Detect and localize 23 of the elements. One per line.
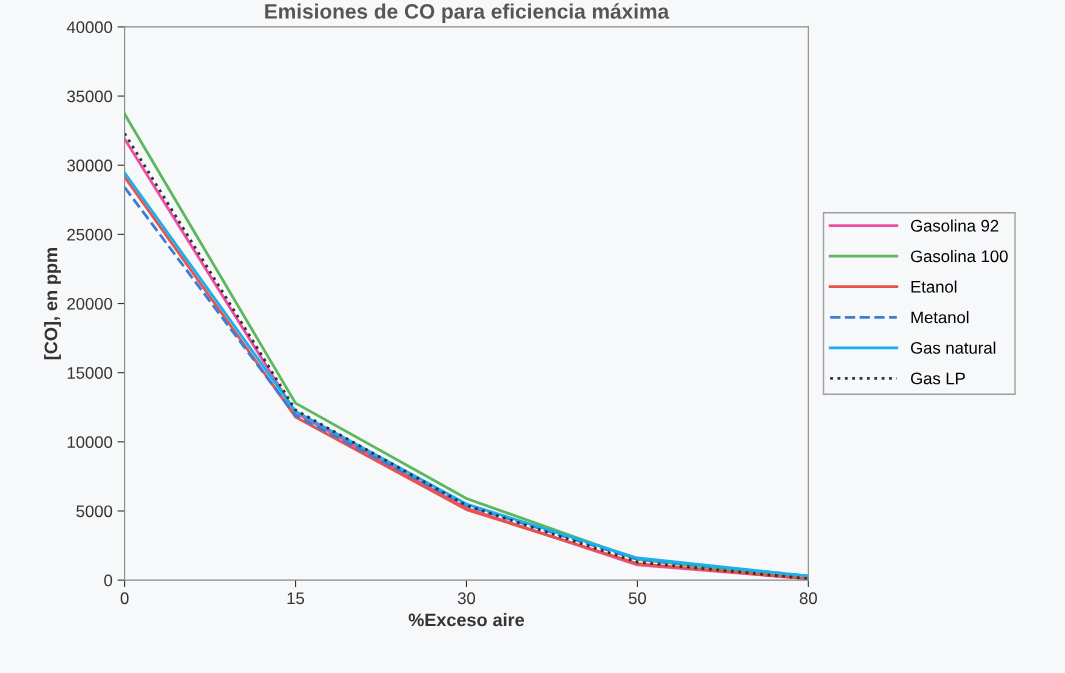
legend-label: Metanol [911,311,969,324]
legend-label: Gasolina 100 [911,249,1008,263]
x-tick-label: 50 [628,592,647,605]
x-tick-label: 15 [287,592,305,605]
legend-label: Gas natural [911,341,996,354]
y-tick-label: 0 [104,574,113,587]
x-tick-label: 30 [457,592,476,605]
y-tick-label: 20000 [67,297,113,310]
x-axis-title: %Exceso aire [408,613,525,627]
x-tick-label: 0 [120,592,129,605]
y-axis-title: [CO], en ppm [44,247,61,360]
legend-label: Gas LP [911,372,965,385]
y-tick-label: 35000 [67,90,113,103]
y-tick-label: 5000 [76,505,113,518]
y-tick-label: 15000 [67,367,113,379]
y-tick-label: 10000 [67,436,113,449]
legend-label: Gasolina 92 [911,219,999,232]
y-tick-label: 25000 [67,228,113,241]
x-tick-label: 80 [799,592,817,605]
y-tick-label: 40000 [66,21,113,34]
chart-title: Emisiones de CO para eficiencia máxima [265,3,670,23]
legend-label: Etanol [911,280,957,293]
y-tick-label: 30000 [67,159,113,172]
